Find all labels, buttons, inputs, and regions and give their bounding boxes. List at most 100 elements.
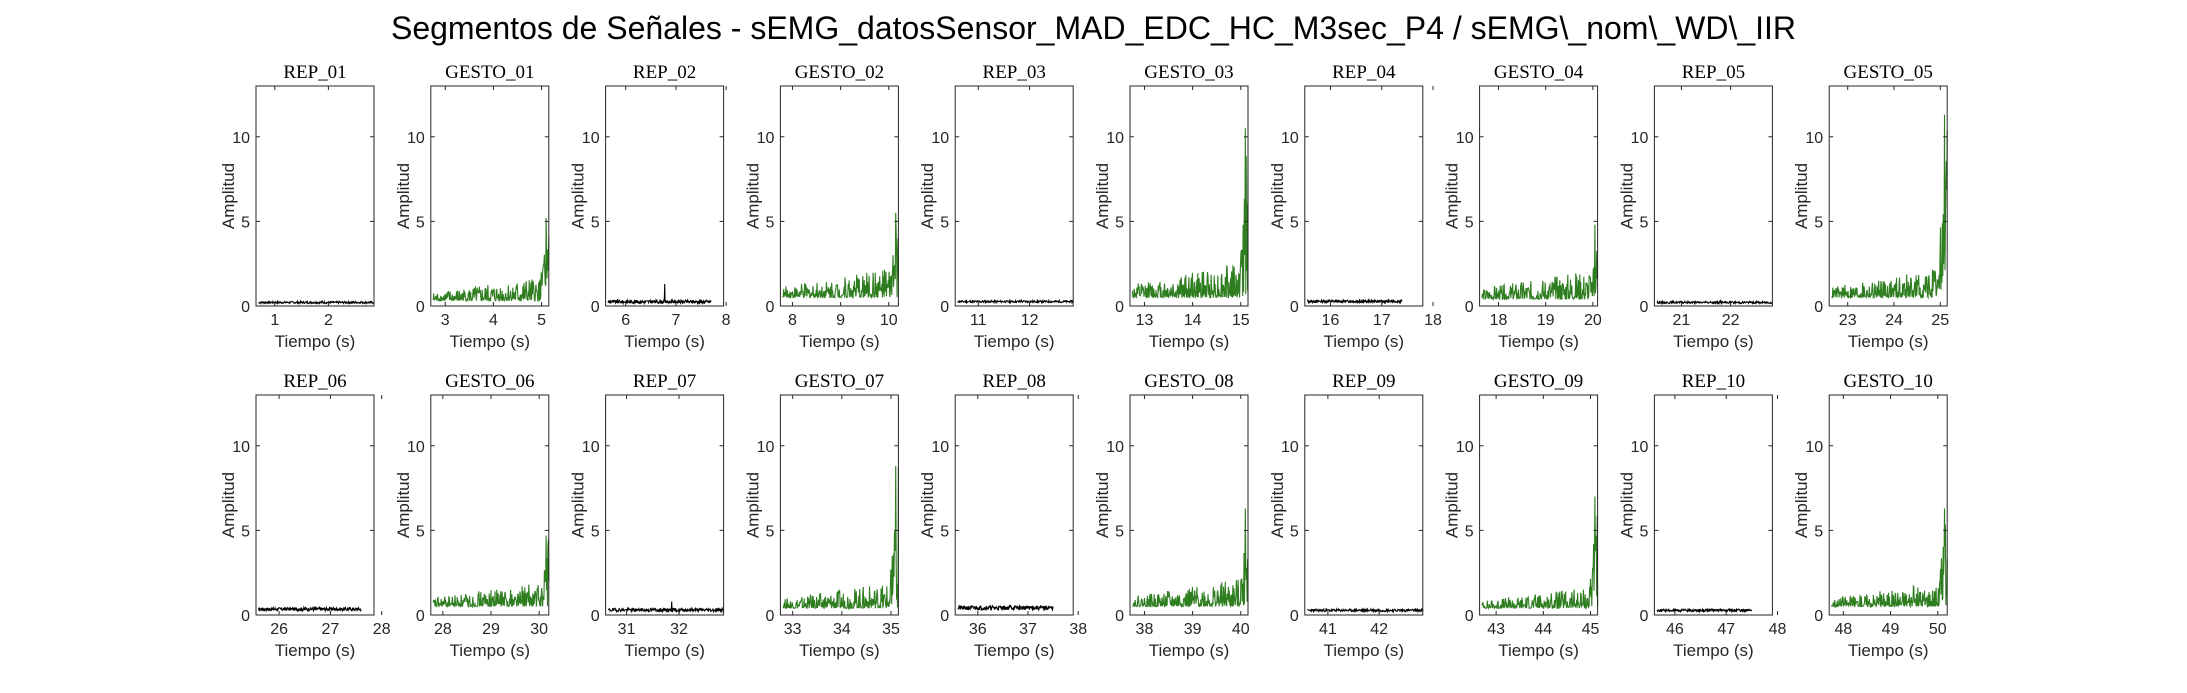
y-tick-label: 10 xyxy=(1456,130,1474,147)
y-tick-label: 10 xyxy=(931,130,949,147)
x-tick-label: 36 xyxy=(969,621,987,638)
x-tick-label: 18 xyxy=(1490,312,1508,329)
y-tick-label: 10 xyxy=(1805,439,1823,456)
y-tick-label: 5 xyxy=(1290,214,1299,231)
x-tick-label: 28 xyxy=(373,621,391,638)
x-tick-label: 44 xyxy=(1534,621,1552,638)
signal-trace xyxy=(1306,298,1403,305)
x-axis-label: Tiempo (s) xyxy=(1498,332,1579,351)
subplot-title: REP_04 xyxy=(1332,62,1396,83)
x-tick-label: 16 xyxy=(1322,312,1340,329)
y-tick-label: 10 xyxy=(1106,130,1124,147)
subplot-gesto-04: GESTO_04 0 5 10 18 19 20 Tiempo (s) Amplitud xyxy=(1443,62,1602,351)
x-axis-label: Tiempo (s) xyxy=(799,332,880,351)
y-tick-label: 10 xyxy=(757,130,775,147)
y-axis-label: Amplitud xyxy=(1268,472,1287,538)
y-tick-label: 0 xyxy=(1290,608,1299,625)
subplot-title: GESTO_08 xyxy=(1144,371,1233,392)
y-axis-label: Amplitud xyxy=(918,472,937,538)
y-tick-label: 5 xyxy=(1639,523,1648,540)
y-tick-label: 5 xyxy=(416,523,425,540)
x-tick-label: 47 xyxy=(1717,621,1735,638)
y-tick-label: 5 xyxy=(1639,214,1648,231)
y-tick-label: 0 xyxy=(1639,299,1648,316)
y-tick-label: 5 xyxy=(1814,214,1823,231)
subplot-rep-04: REP_04 0 5 10 16 17 18 Tiempo (s) Amplitud xyxy=(1268,62,1442,351)
x-tick-label: 6 xyxy=(621,312,630,329)
signal-trace xyxy=(258,605,362,613)
y-axis-label: Amplitud xyxy=(1443,163,1462,229)
x-tick-label: 41 xyxy=(1319,621,1337,638)
y-tick-label: 0 xyxy=(591,299,600,316)
axes-box xyxy=(1479,394,1599,616)
y-tick-label: 0 xyxy=(1115,299,1124,316)
x-tick-label: 28 xyxy=(434,621,452,638)
x-axis-label: Tiempo (s) xyxy=(275,641,356,660)
x-tick-label: 35 xyxy=(882,621,900,638)
signal-trace xyxy=(1132,508,1249,608)
x-tick-label: 24 xyxy=(1885,312,1903,329)
axes-box xyxy=(255,394,375,616)
axes-box xyxy=(430,394,550,616)
y-tick-label: 5 xyxy=(940,523,949,540)
y-tick-label: 10 xyxy=(931,439,949,456)
x-tick-label: 8 xyxy=(788,312,797,329)
y-axis-label: Amplitud xyxy=(569,163,588,229)
x-tick-label: 10 xyxy=(880,312,898,329)
y-tick-label: 0 xyxy=(765,299,774,316)
y-axis-label: Amplitud xyxy=(1792,163,1811,229)
subplot-title: REP_10 xyxy=(1682,371,1745,392)
subplot-title: REP_02 xyxy=(633,62,696,83)
y-axis-label: Amplitud xyxy=(1443,472,1462,538)
x-axis-label: Tiempo (s) xyxy=(1498,641,1579,660)
subplot-rep-05: REP_05 0 5 10 21 22 Tiempo (s) Amplitud xyxy=(1617,62,1773,351)
y-axis-label: Amplitud xyxy=(743,163,762,229)
y-axis-label: Amplitud xyxy=(1792,472,1811,538)
subplot-title: REP_05 xyxy=(1682,62,1745,83)
x-tick-label: 32 xyxy=(670,621,688,638)
axes-box xyxy=(1304,85,1424,307)
x-axis-label: Tiempo (s) xyxy=(1323,641,1404,660)
subplot-rep-06: REP_06 0 5 10 26 27 28 Tiempo (s) Amplitud xyxy=(219,371,391,660)
y-tick-label: 10 xyxy=(1281,439,1299,456)
signal-trace xyxy=(1131,128,1249,300)
y-axis-label: Amplitud xyxy=(1093,163,1112,229)
x-tick-label: 49 xyxy=(1882,621,1900,638)
signal-trace xyxy=(1831,508,1948,609)
axes-box xyxy=(605,394,725,616)
signal-trace xyxy=(258,299,375,306)
x-tick-label: 9 xyxy=(836,312,845,329)
y-tick-label: 5 xyxy=(1290,523,1299,540)
y-tick-label: 5 xyxy=(765,523,774,540)
y-tick-label: 5 xyxy=(1115,523,1124,540)
axes-box xyxy=(1304,394,1424,616)
x-tick-label: 8 xyxy=(722,312,731,329)
x-tick-label: 5 xyxy=(537,312,546,329)
subplot-title: REP_09 xyxy=(1332,371,1395,392)
x-tick-label: 2 xyxy=(324,312,333,329)
y-tick-label: 5 xyxy=(591,214,600,231)
axes-box xyxy=(1129,85,1249,307)
y-tick-label: 0 xyxy=(940,299,949,316)
y-axis-label: Amplitud xyxy=(1617,472,1636,538)
x-tick-label: 1 xyxy=(270,312,279,329)
x-axis-label: Tiempo (s) xyxy=(1673,332,1754,351)
y-axis-label: Amplitud xyxy=(1617,163,1636,229)
figure-title: Segmentos de Señales - sEMG_datosSensor_… xyxy=(390,10,1797,46)
y-tick-label: 0 xyxy=(1814,299,1823,316)
axes-box xyxy=(255,85,375,307)
x-tick-label: 40 xyxy=(1232,621,1250,638)
x-axis-label: Tiempo (s) xyxy=(275,332,356,351)
y-axis-label: Amplitud xyxy=(1268,163,1287,229)
subplot-title: GESTO_04 xyxy=(1494,62,1584,83)
x-tick-label: 26 xyxy=(270,621,288,638)
subplot-title: GESTO_06 xyxy=(445,371,534,392)
x-tick-label: 23 xyxy=(1839,312,1857,329)
y-tick-label: 0 xyxy=(591,608,600,625)
x-axis-label: Tiempo (s) xyxy=(449,332,530,351)
x-tick-label: 18 xyxy=(1424,312,1442,329)
